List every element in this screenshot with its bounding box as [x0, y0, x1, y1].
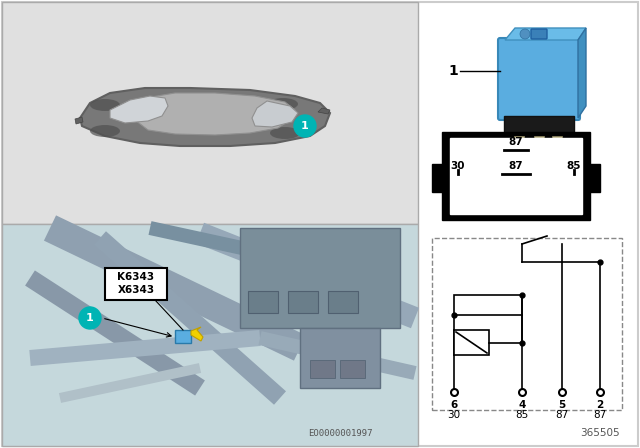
Text: X6343: X6343 — [117, 285, 155, 295]
Ellipse shape — [270, 127, 300, 139]
Ellipse shape — [90, 99, 120, 111]
Polygon shape — [191, 327, 203, 341]
Polygon shape — [25, 271, 205, 396]
Text: 1: 1 — [448, 64, 458, 78]
Text: 5: 5 — [558, 400, 566, 410]
Ellipse shape — [268, 98, 298, 110]
Polygon shape — [44, 215, 306, 361]
Circle shape — [294, 115, 316, 137]
FancyBboxPatch shape — [498, 38, 580, 120]
Bar — [503, 43, 581, 121]
Bar — [288, 291, 318, 313]
Text: 30: 30 — [447, 410, 461, 420]
Bar — [175, 330, 191, 343]
Bar — [240, 228, 400, 328]
Text: 87: 87 — [593, 410, 607, 420]
Bar — [432, 164, 444, 192]
Polygon shape — [94, 231, 286, 405]
Polygon shape — [578, 28, 586, 118]
Polygon shape — [135, 93, 295, 135]
Bar — [504, 116, 574, 140]
Bar — [2, 224, 418, 446]
Polygon shape — [148, 221, 381, 285]
Bar — [432, 238, 622, 410]
Polygon shape — [259, 331, 417, 380]
Ellipse shape — [90, 125, 120, 137]
Text: 87: 87 — [509, 137, 524, 147]
Bar — [248, 291, 278, 313]
FancyBboxPatch shape — [531, 29, 547, 39]
Bar — [534, 136, 544, 156]
Polygon shape — [75, 117, 83, 124]
Bar — [442, 132, 590, 220]
Text: 87: 87 — [509, 161, 524, 171]
Bar — [588, 164, 600, 192]
Text: 87: 87 — [556, 410, 568, 420]
Text: 365505: 365505 — [580, 428, 620, 438]
Polygon shape — [505, 28, 586, 40]
Text: 2: 2 — [596, 400, 604, 410]
Text: K6343: K6343 — [117, 272, 155, 282]
Polygon shape — [59, 363, 201, 403]
Bar — [310, 360, 335, 378]
Text: 85: 85 — [515, 410, 529, 420]
Bar — [2, 2, 418, 224]
Bar — [454, 330, 489, 355]
Bar — [300, 328, 380, 388]
Text: EO0000001997: EO0000001997 — [308, 429, 372, 438]
Polygon shape — [196, 223, 419, 328]
Polygon shape — [110, 96, 168, 123]
Polygon shape — [80, 88, 330, 146]
Circle shape — [79, 307, 101, 329]
Text: 1: 1 — [86, 313, 94, 323]
Bar — [328, 291, 358, 313]
Text: 6: 6 — [451, 400, 458, 410]
Text: 85: 85 — [567, 161, 581, 171]
Text: 30: 30 — [451, 161, 465, 171]
Polygon shape — [252, 101, 298, 127]
Bar — [105, 268, 167, 300]
Polygon shape — [29, 330, 260, 366]
Bar — [450, 138, 582, 214]
Text: 1: 1 — [301, 121, 309, 131]
Text: 4: 4 — [518, 400, 525, 410]
Bar — [454, 295, 522, 315]
Polygon shape — [318, 108, 330, 114]
Bar — [340, 360, 365, 378]
Bar — [514, 136, 524, 156]
Circle shape — [520, 29, 530, 39]
Bar — [552, 136, 562, 156]
